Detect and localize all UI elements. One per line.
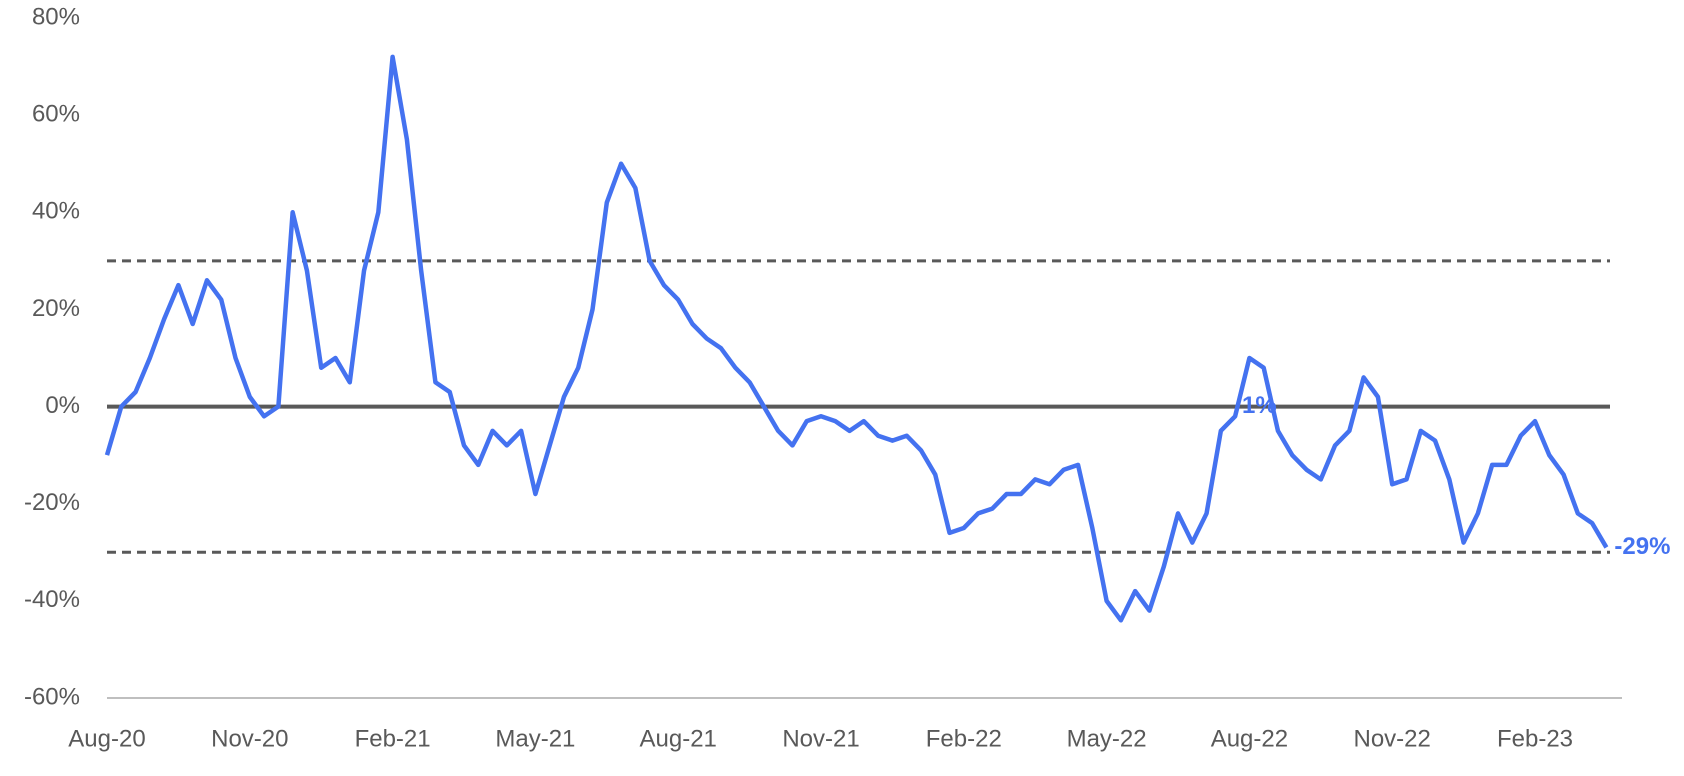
- y-tick-label: 40%: [32, 198, 80, 225]
- annotation: -29%: [1614, 533, 1670, 560]
- y-tick-label: -20%: [24, 489, 80, 516]
- x-tick-label: Feb-22: [926, 725, 1002, 752]
- x-tick-label: May-21: [495, 725, 575, 752]
- x-tick-label: Nov-21: [782, 725, 859, 752]
- x-tick-label: Feb-23: [1497, 725, 1573, 752]
- y-tick-label: 80%: [32, 3, 80, 30]
- y-tick-label: -60%: [24, 683, 80, 710]
- y-tick-label: -40%: [24, 586, 80, 613]
- y-tick-label: 20%: [32, 295, 80, 322]
- x-tick-label: May-22: [1067, 725, 1147, 752]
- x-tick-label: Nov-22: [1354, 725, 1431, 752]
- x-tick-label: Aug-22: [1211, 725, 1288, 752]
- y-tick-label: 0%: [45, 392, 80, 419]
- x-tick-label: Aug-20: [68, 725, 145, 752]
- data-line: [104, 54, 1609, 623]
- annotation: 1%: [1242, 392, 1277, 419]
- x-tick-label: Feb-21: [355, 725, 431, 752]
- y-tick-label: 60%: [32, 100, 80, 127]
- x-tick-label: Aug-21: [640, 725, 717, 752]
- x-tick-label: Nov-20: [211, 725, 288, 752]
